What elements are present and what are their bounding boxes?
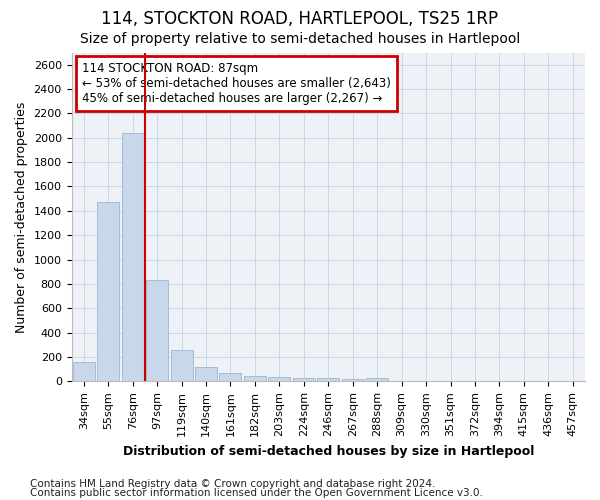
X-axis label: Distribution of semi-detached houses by size in Hartlepool: Distribution of semi-detached houses by … <box>122 444 534 458</box>
Text: Contains HM Land Registry data © Crown copyright and database right 2024.: Contains HM Land Registry data © Crown c… <box>30 479 436 489</box>
Bar <box>73 362 95 382</box>
Bar <box>122 133 143 382</box>
Text: 114 STOCKTON ROAD: 87sqm
← 53% of semi-detached houses are smaller (2,643)
45% o: 114 STOCKTON ROAD: 87sqm ← 53% of semi-d… <box>82 62 391 106</box>
Text: 114, STOCKTON ROAD, HARTLEPOOL, TS25 1RP: 114, STOCKTON ROAD, HARTLEPOOL, TS25 1RP <box>101 10 499 28</box>
Bar <box>170 350 193 382</box>
Bar <box>146 280 168 382</box>
Bar <box>317 378 339 382</box>
Text: Size of property relative to semi-detached houses in Hartlepool: Size of property relative to semi-detach… <box>80 32 520 46</box>
Bar <box>366 378 388 382</box>
Bar <box>342 379 364 382</box>
Text: Contains public sector information licensed under the Open Government Licence v3: Contains public sector information licen… <box>30 488 483 498</box>
Bar <box>268 377 290 382</box>
Bar <box>244 376 266 382</box>
Y-axis label: Number of semi-detached properties: Number of semi-detached properties <box>15 101 28 332</box>
Bar <box>220 374 241 382</box>
Bar <box>195 368 217 382</box>
Bar <box>293 378 315 382</box>
Bar <box>97 202 119 382</box>
